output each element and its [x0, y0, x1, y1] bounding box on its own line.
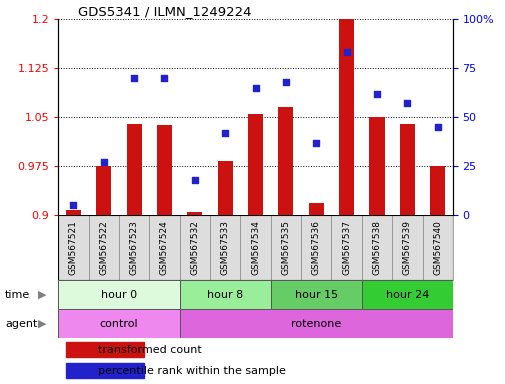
Bar [247, 114, 263, 215]
Text: GSM567521: GSM567521 [69, 220, 78, 275]
Point [372, 91, 380, 97]
Point [251, 85, 259, 91]
Bar [66, 363, 144, 378]
Text: control: control [99, 318, 138, 329]
Bar [300, 215, 331, 280]
Bar [331, 215, 361, 280]
Point [221, 130, 229, 136]
Bar [179, 215, 210, 280]
Text: agent: agent [5, 318, 37, 329]
Bar [361, 280, 452, 309]
Text: GSM567535: GSM567535 [281, 220, 290, 275]
Point [342, 50, 350, 56]
Text: GSM567539: GSM567539 [402, 220, 411, 275]
Bar [119, 215, 149, 280]
Bar [308, 203, 323, 215]
Text: GSM567536: GSM567536 [311, 220, 320, 275]
Bar [58, 309, 179, 338]
Point [190, 177, 198, 183]
Bar [369, 117, 384, 215]
Bar [399, 124, 414, 215]
Bar [88, 215, 119, 280]
Bar [210, 215, 240, 280]
Point [281, 79, 289, 85]
Bar [179, 309, 452, 338]
Text: ▶: ▶ [38, 290, 46, 300]
Point [69, 202, 77, 208]
Text: transformed count: transformed count [97, 345, 201, 355]
Text: ▶: ▶ [38, 318, 46, 329]
Bar [217, 161, 232, 215]
Point [402, 100, 411, 106]
Point [99, 159, 108, 165]
Bar [187, 212, 202, 215]
Text: time: time [5, 290, 30, 300]
Bar [391, 215, 422, 280]
Text: hour 8: hour 8 [207, 290, 243, 300]
Bar [58, 280, 179, 309]
Bar [96, 166, 111, 215]
Bar [179, 280, 270, 309]
Text: GSM567540: GSM567540 [432, 220, 441, 275]
Bar [270, 280, 361, 309]
Text: GDS5341 / ILMN_1249224: GDS5341 / ILMN_1249224 [78, 5, 251, 18]
Bar [270, 215, 300, 280]
Text: hour 24: hour 24 [385, 290, 428, 300]
Bar [157, 125, 172, 215]
Bar [66, 342, 144, 357]
Text: percentile rank within the sample: percentile rank within the sample [97, 366, 285, 376]
Bar [429, 166, 444, 215]
Point [160, 75, 168, 81]
Text: GSM567537: GSM567537 [341, 220, 350, 275]
Text: hour 0: hour 0 [100, 290, 137, 300]
Text: hour 15: hour 15 [294, 290, 337, 300]
Text: GSM567523: GSM567523 [129, 220, 138, 275]
Text: GSM567533: GSM567533 [220, 220, 229, 275]
Bar [66, 210, 81, 215]
Text: GSM567524: GSM567524 [160, 220, 169, 275]
Text: GSM567538: GSM567538 [372, 220, 381, 275]
Bar [338, 0, 354, 215]
Text: GSM567532: GSM567532 [190, 220, 199, 275]
Bar [58, 215, 88, 280]
Bar [126, 124, 141, 215]
Point [130, 75, 138, 81]
Text: GSM567522: GSM567522 [99, 220, 108, 275]
Text: rotenone: rotenone [290, 318, 341, 329]
Bar [278, 108, 293, 215]
Bar [422, 215, 452, 280]
Bar [361, 215, 391, 280]
Bar [240, 215, 270, 280]
Point [312, 139, 320, 146]
Text: GSM567534: GSM567534 [250, 220, 260, 275]
Bar [149, 215, 179, 280]
Point [433, 124, 441, 130]
